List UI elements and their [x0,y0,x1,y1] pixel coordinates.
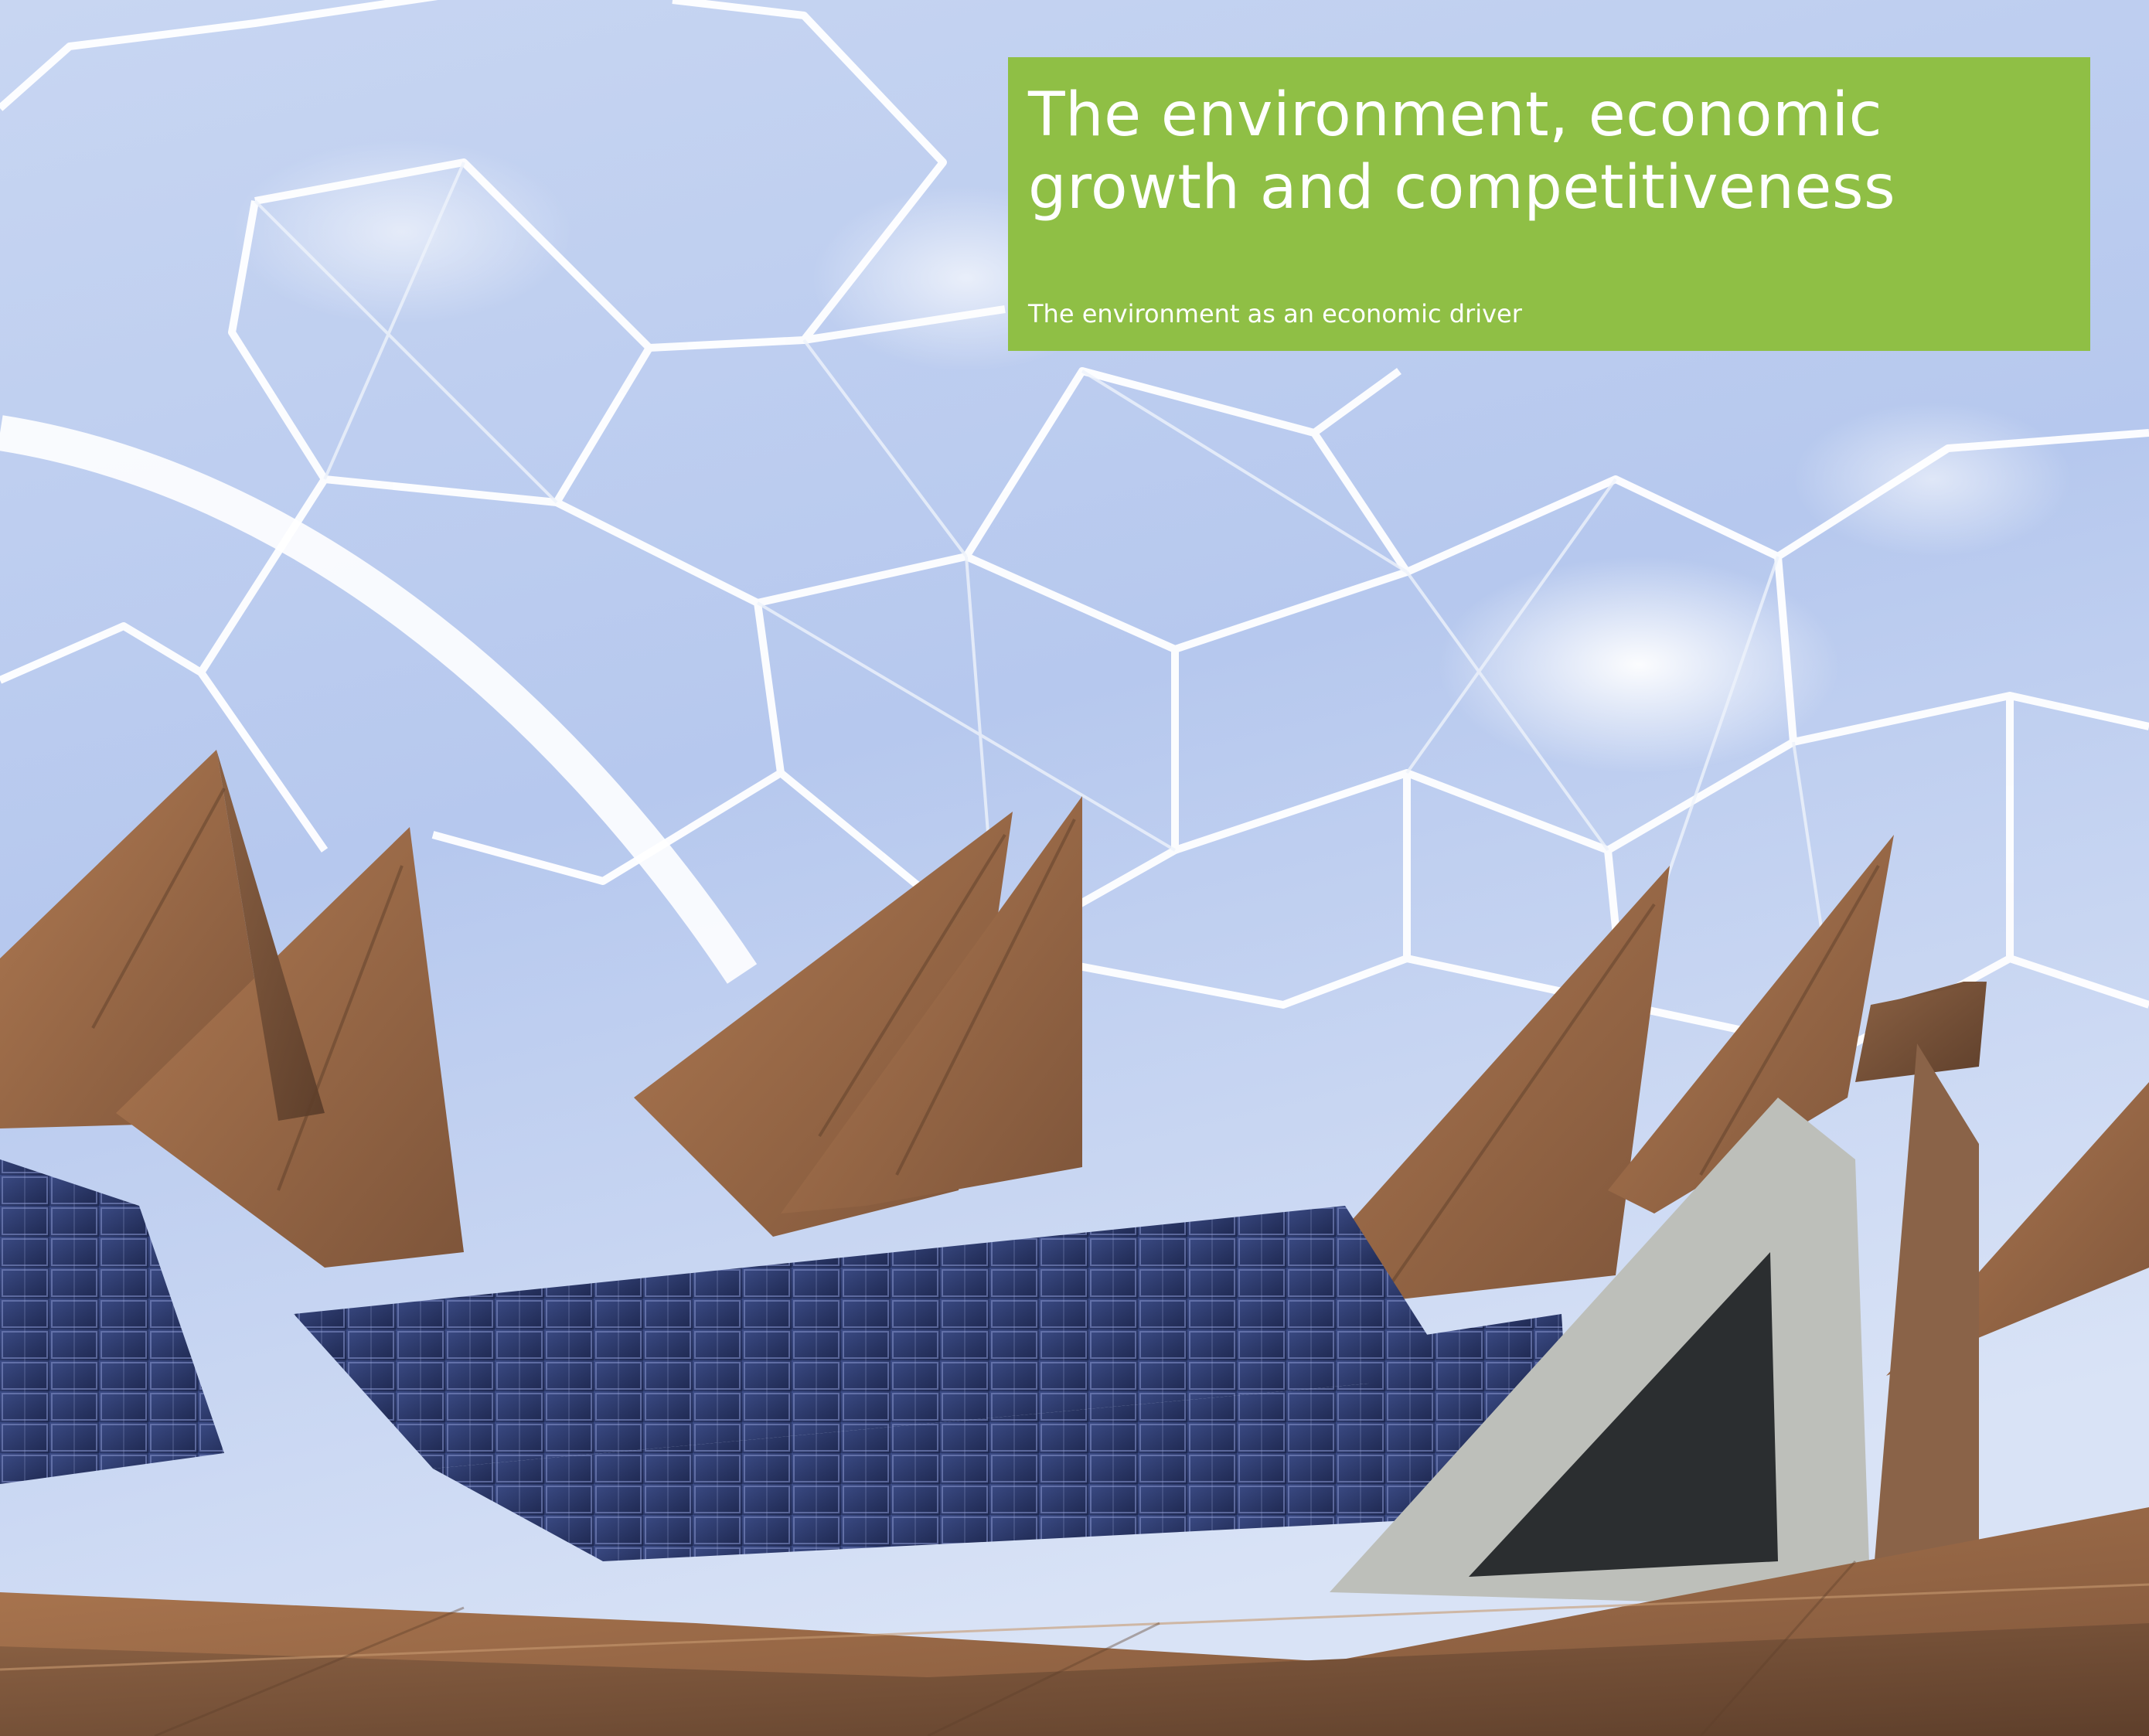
dome-thin-struts [254,162,1841,1052]
foreground-roof [0,1507,2149,1736]
roof-frame [1330,1043,1979,1615]
page-subtitle: The environment as an economic driver [1028,299,1522,328]
dome-arch [0,415,758,984]
page-title-line-1: The environment, economic [1028,80,1882,150]
copper-fins-center [634,796,1082,1237]
copper-fins-left [0,750,464,1268]
page-title: The environment, economic growth and com… [1028,79,2067,224]
sun-glare [1438,557,1840,773]
title-panel: The environment, economic growth and com… [1008,57,2090,351]
page-title-line-2: growth and competitiveness [1028,153,1896,223]
title-panel-background [1008,57,2090,351]
solar-array [0,1159,1569,1561]
